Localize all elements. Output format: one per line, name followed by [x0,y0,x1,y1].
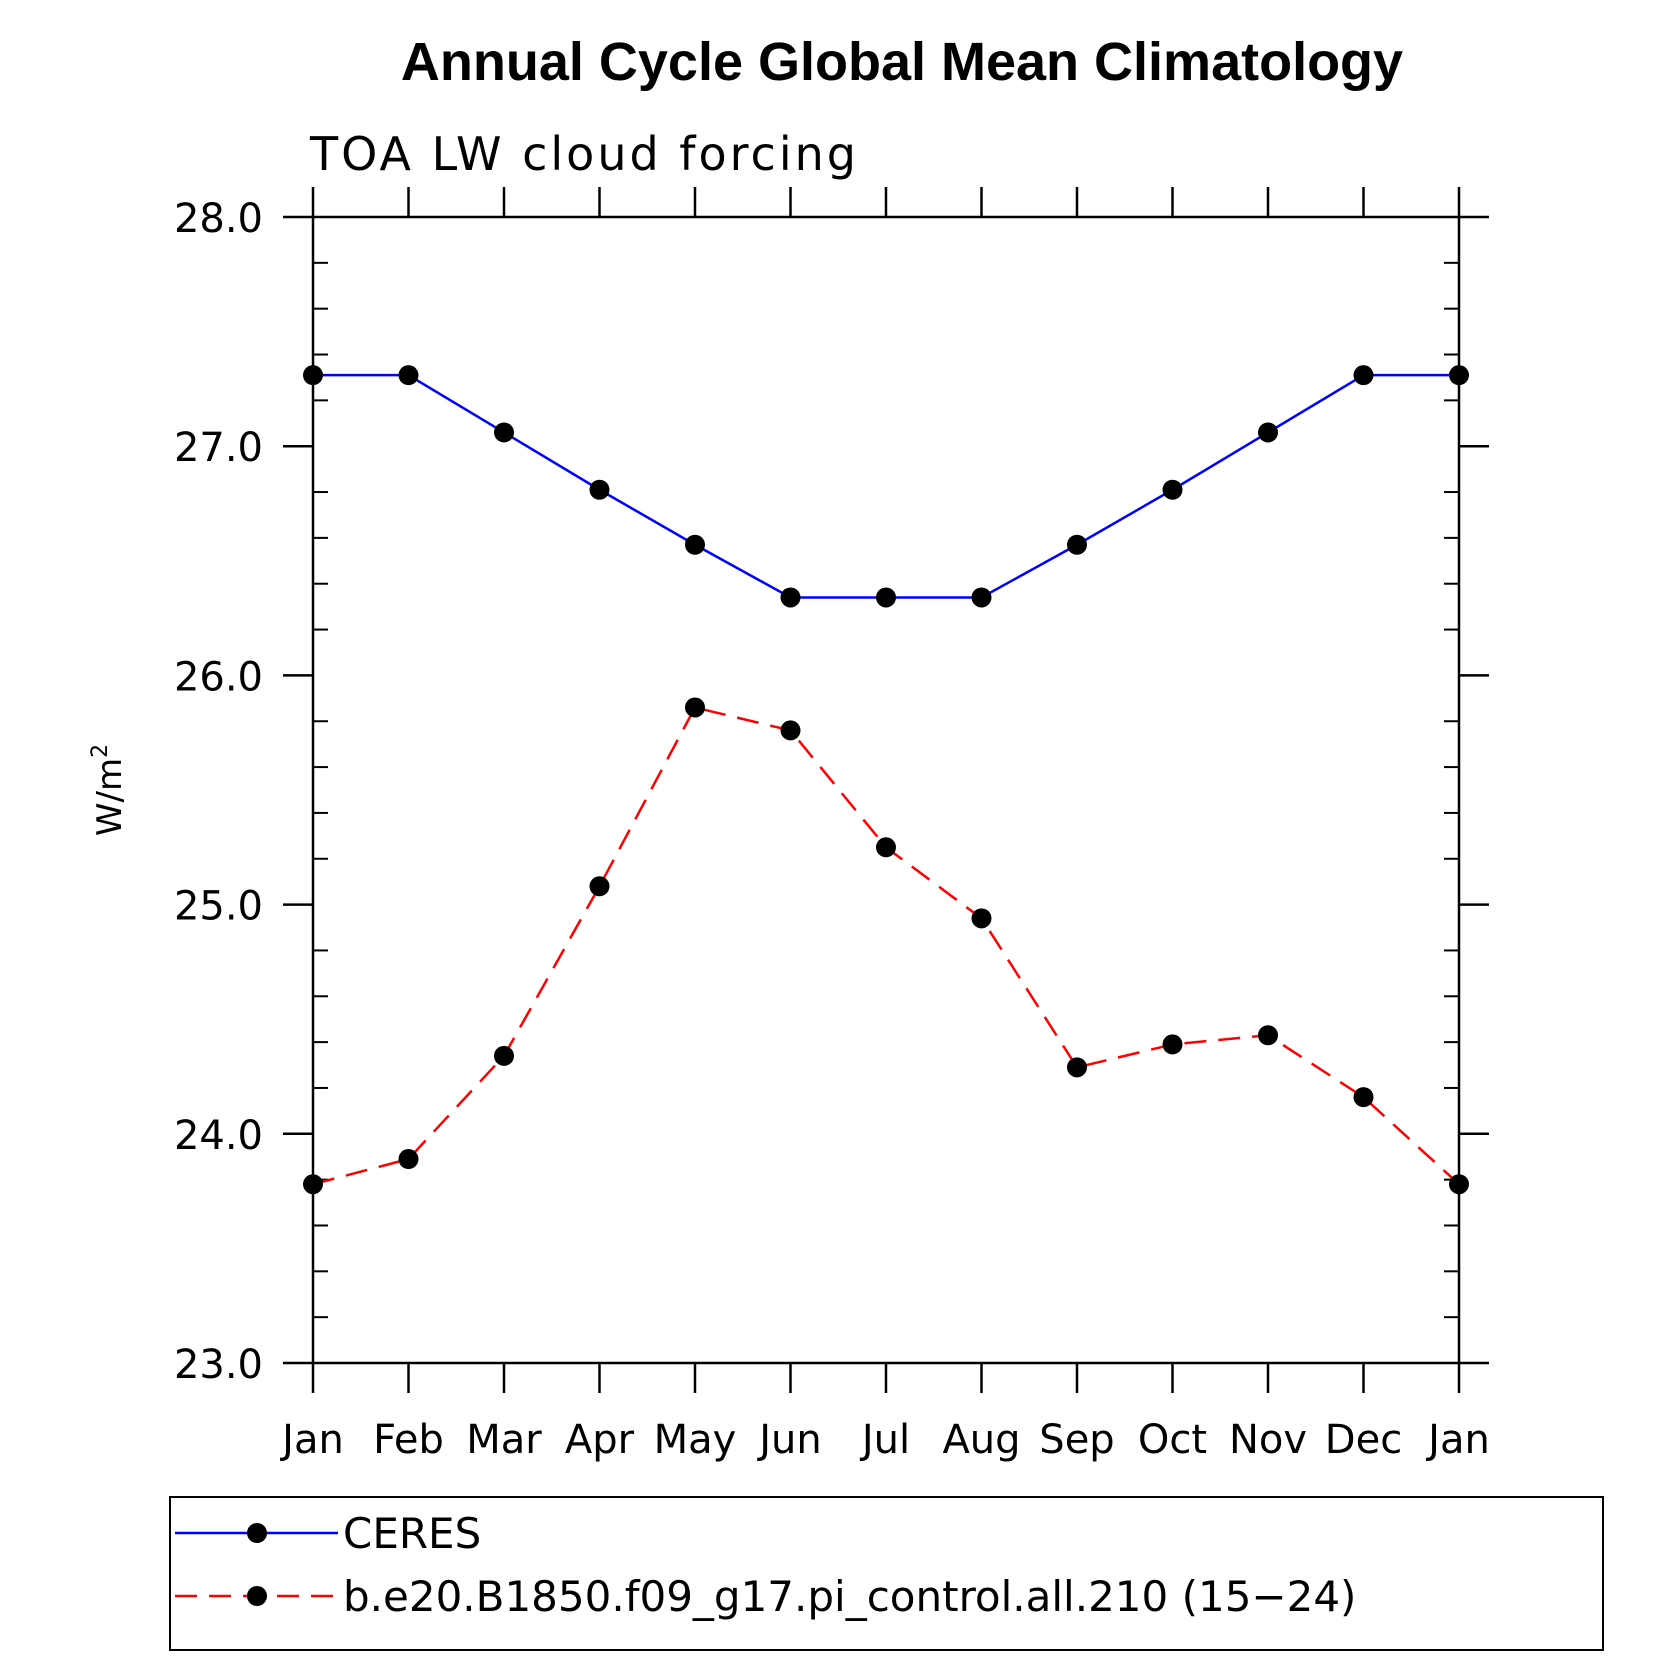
legend-label: b.e20.B1850.f09_g17.pi_control.all.210 (… [343,1572,1356,1621]
data-point [971,908,992,929]
data-point [1258,422,1278,443]
x-tick-label: Jan [1425,1417,1490,1463]
data-point [589,876,610,897]
x-tick-label: Jan [279,1417,344,1463]
data-point [1353,1087,1374,1108]
y-tick-label: 26.0 [174,654,263,700]
data-point [1258,1025,1278,1046]
y-tick-label: 23.0 [174,1342,263,1388]
y-axis-label-base: W/m [90,758,130,836]
y-tick-label: 27.0 [174,425,263,471]
x-tick-label: Sep [1039,1417,1114,1463]
x-tick-label: Feb [373,1417,444,1463]
data-point [303,365,323,386]
y-axis-label: W/m2 [88,744,130,836]
x-tick-label: Dec [1325,1417,1402,1463]
data-point [1449,1174,1469,1195]
axes: 23.0 24.0 25.0 26.0 27.0 28.0 Jan Feb Mar Apr May J… [174,187,1490,1463]
legend-marker [247,1523,267,1543]
legend-entry-1: b.e20.B1850.f09_g17.pi_control.all.210 (… [175,1572,1356,1621]
x-tick-label: May [654,1417,737,1463]
data-point [303,1174,323,1195]
x-tick-label: Mar [466,1417,542,1463]
data-point [876,587,896,608]
data-point [876,837,896,858]
legend-label: CERES [343,1509,481,1558]
chart-subtitle: TOA LW cloud forcing [309,127,859,181]
data-point [685,534,705,555]
data-point [494,422,514,443]
data-point [971,587,992,608]
series-layer [303,365,1469,1195]
data-point [1353,365,1374,386]
x-tick-label: Oct [1138,1417,1207,1463]
x-tick-label: Jun [756,1417,822,1463]
series-1 [303,697,1469,1195]
legend-box [169,1496,1604,1651]
data-point [685,697,705,718]
legend: CERES b.e20.B1850.f09_g17.pi_control.all.… [175,1509,1356,1621]
x-tick-label: Aug [942,1417,1020,1463]
series-line [313,373,1459,599]
data-point [1162,1034,1183,1055]
data-point [1449,365,1469,386]
legend-entry-0: CERES [175,1509,481,1558]
data-point [1067,1057,1087,1078]
legend-marker [247,1586,267,1606]
series-0 [303,365,1469,608]
plot-frame [311,215,1461,1365]
x-tick-label: Nov [1229,1417,1307,1463]
data-point [398,365,419,386]
chart-title: Annual Cycle Global Mean Climatology [401,32,1403,92]
data-point [1067,534,1087,555]
data-point [1162,479,1183,500]
data-point [589,479,610,500]
data-point [494,1045,514,1066]
y-axis-label-superscript: 2 [88,744,113,758]
data-point [780,720,801,741]
data-point [398,1149,419,1170]
x-tick-label: Jul [859,1417,910,1463]
x-tick-label: Apr [565,1417,635,1463]
y-tick-label: 25.0 [174,884,263,930]
series-line [312,706,1460,1186]
data-point [780,587,801,608]
y-tick-label: 28.0 [174,196,263,242]
y-tick-label: 24.0 [174,1113,263,1159]
